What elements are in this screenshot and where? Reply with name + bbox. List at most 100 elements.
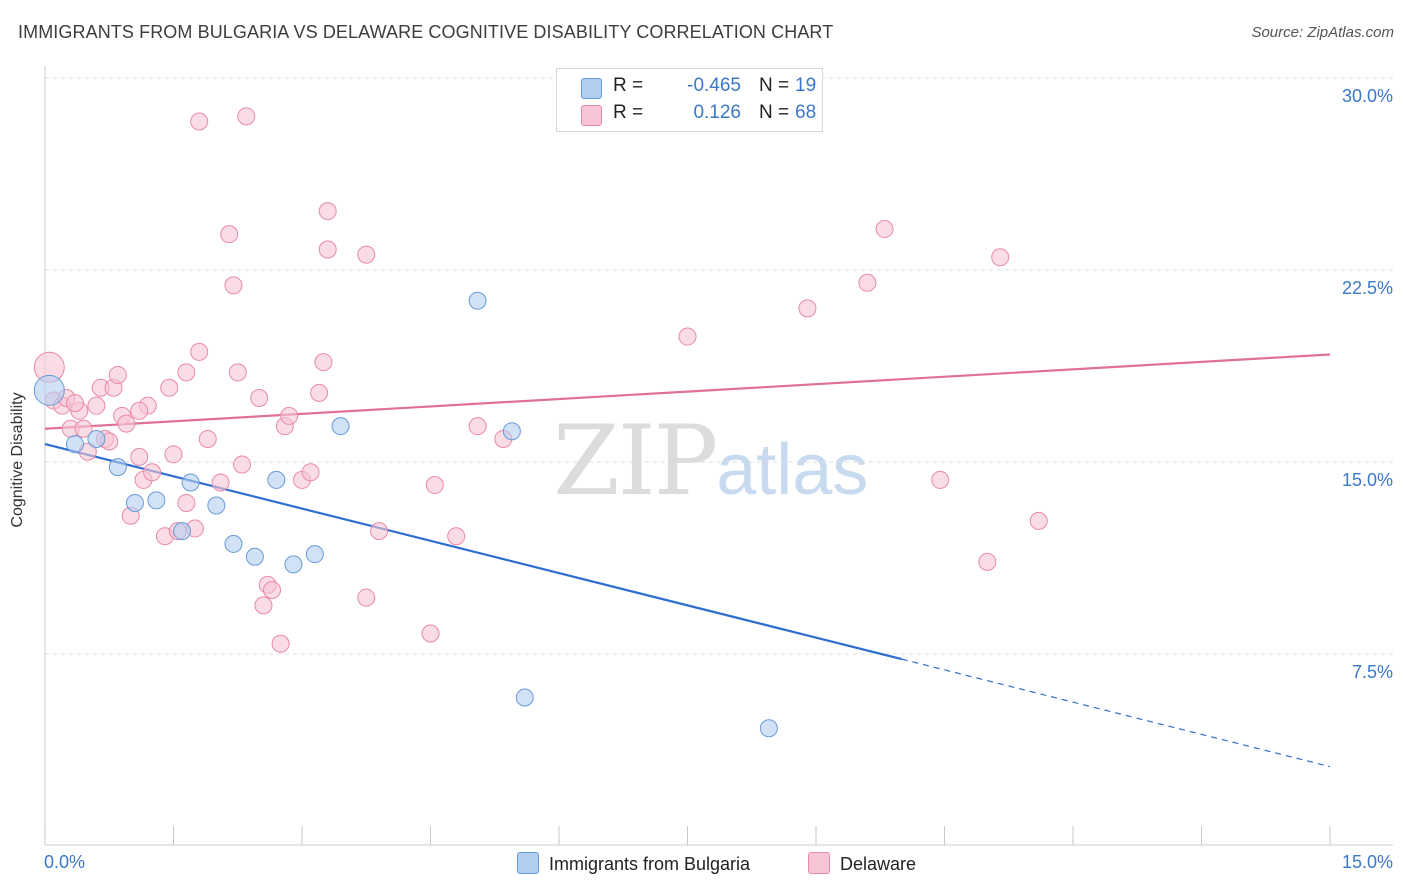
legend-n-label: N =: [759, 75, 790, 96]
trend-line-delaware: [44, 353, 1331, 430]
point-bulgaria: [125, 493, 144, 512]
point-delaware: [130, 447, 149, 466]
point-delaware: [271, 634, 290, 653]
point-bulgaria: [502, 422, 521, 441]
y-tick-label: 22.5%: [1341, 278, 1393, 298]
stats-legend: R = -0.465 N = 19 R = 0.126 N = 68: [556, 68, 823, 132]
series-name-delaware: Delaware: [840, 854, 917, 874]
point-delaware: [314, 353, 333, 372]
legend-swatch-blue: [581, 78, 602, 99]
point-delaware: [237, 107, 256, 126]
point-delaware: [160, 378, 179, 397]
point-delaware: [177, 493, 196, 512]
point-delaware: [108, 365, 127, 384]
watermark-atlas: atlas: [716, 430, 869, 510]
point-delaware: [1029, 511, 1048, 530]
point-bulgaria: [87, 429, 106, 448]
legend-n-label: N =: [759, 102, 790, 123]
point-bulgaria: [331, 417, 350, 436]
point-delaware: [798, 299, 817, 318]
point-bulgaria: [267, 470, 286, 489]
data-points: [33, 107, 1048, 738]
source-credit: Source: ZipAtlas.com: [1251, 24, 1394, 41]
point-bulgaria: [515, 688, 534, 707]
point-delaware: [858, 273, 877, 292]
watermark-zip: ZIP: [553, 405, 718, 517]
point-delaware: [74, 419, 93, 438]
point-bulgaria: [33, 374, 65, 406]
trend-lines: [44, 353, 1331, 768]
series-legend-bulgaria: Immigrants from Bulgaria: [517, 852, 750, 875]
point-delaware: [318, 240, 337, 259]
point-delaware: [65, 394, 84, 413]
point-bulgaria: [181, 473, 200, 492]
point-delaware: [211, 473, 230, 492]
point-delaware: [280, 406, 299, 425]
legend-r-value: -0.465: [687, 75, 741, 96]
legend-r-value: 0.126: [693, 102, 741, 123]
y-tick-label: 7.5%: [1351, 662, 1393, 682]
point-bulgaria: [147, 491, 166, 510]
legend-r-label: R =: [613, 75, 644, 96]
legend-n-value: 19: [795, 75, 817, 96]
axes: [44, 66, 1393, 846]
point-bulgaria: [108, 458, 127, 477]
point-bulgaria: [305, 545, 324, 564]
point-delaware: [254, 596, 273, 615]
point-bulgaria: [245, 547, 264, 566]
point-delaware: [370, 522, 389, 541]
point-delaware: [177, 363, 196, 382]
x-tick-min: 0.0%: [44, 852, 86, 872]
point-delaware: [117, 414, 136, 433]
y-tick-label: 30.0%: [1341, 86, 1393, 106]
point-delaware: [447, 527, 466, 546]
point-delaware: [224, 276, 243, 295]
gridlines: [45, 77, 1393, 655]
y-axis-label: Cognitive Disability: [9, 392, 26, 528]
point-delaware: [991, 248, 1010, 267]
watermark: ZIPatlas: [553, 405, 868, 517]
legend-r-label: R =: [613, 102, 644, 123]
point-delaware: [301, 463, 320, 482]
point-delaware: [250, 389, 269, 407]
series-swatch-blue: [517, 852, 539, 874]
point-delaware: [233, 455, 252, 474]
point-delaware: [678, 327, 697, 346]
point-delaware: [190, 112, 209, 131]
point-delaware: [198, 429, 217, 448]
point-delaware: [931, 470, 950, 489]
point-delaware: [357, 588, 376, 607]
trend-line-bulgaria: [44, 443, 902, 661]
point-delaware: [468, 417, 487, 436]
point-bulgaria: [173, 522, 192, 541]
series-legend-delaware: Delaware: [808, 852, 916, 875]
x-tick-max: 15.0%: [1341, 852, 1393, 872]
trend-line-bulgaria-extrapolated: [901, 658, 1331, 768]
point-delaware: [164, 445, 183, 464]
point-bulgaria: [284, 555, 303, 574]
point-delaware: [318, 202, 337, 221]
point-delaware: [875, 220, 894, 239]
point-delaware: [421, 624, 440, 643]
y-tick-label: 15.0%: [1341, 470, 1393, 490]
point-delaware: [425, 476, 444, 495]
legend-swatch-pink: [581, 105, 602, 126]
point-delaware: [357, 245, 376, 264]
point-delaware: [143, 463, 162, 482]
legend-n-value: 68: [795, 102, 817, 123]
point-delaware: [190, 342, 209, 361]
series-swatch-pink: [808, 852, 830, 874]
chart-title: IMMIGRANTS FROM BULGARIA VS DELAWARE COG…: [18, 22, 834, 42]
point-delaware: [228, 363, 247, 382]
point-delaware: [978, 552, 997, 571]
point-delaware: [263, 581, 282, 599]
point-bulgaria: [468, 291, 487, 310]
point-bulgaria: [207, 496, 226, 515]
point-bulgaria: [65, 435, 84, 454]
point-delaware: [130, 401, 149, 420]
series-name-bulgaria: Immigrants from Bulgaria: [549, 854, 751, 874]
point-delaware: [310, 383, 329, 402]
point-bulgaria: [759, 719, 778, 738]
point-delaware: [220, 225, 239, 244]
